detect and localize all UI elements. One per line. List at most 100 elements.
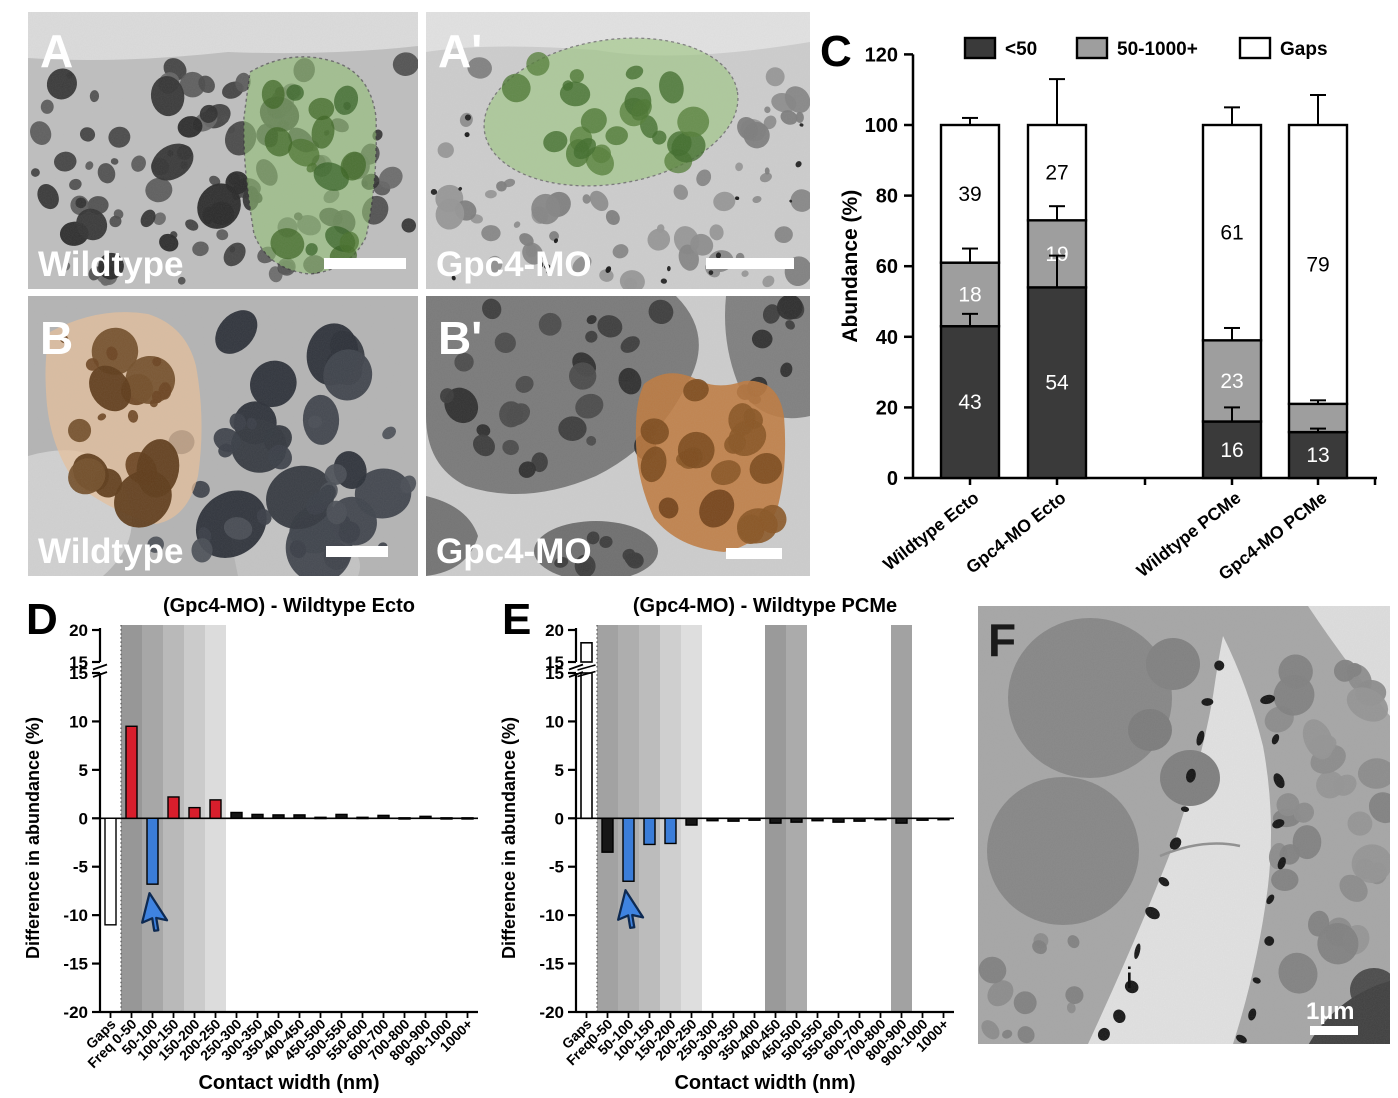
genotype-label: Gpc4-MO xyxy=(436,532,592,571)
difference-bar xyxy=(727,817,740,822)
legend-swatch xyxy=(963,36,997,60)
genotype-label: Gpc4-MO xyxy=(436,245,592,284)
difference-bar xyxy=(643,817,656,846)
stacked-bar-segment xyxy=(1287,430,1349,480)
y-tick-label: 5 xyxy=(79,761,88,780)
scale-bar xyxy=(324,258,406,269)
em-grain xyxy=(978,606,1390,1044)
blue-arrowhead-annotation xyxy=(141,892,169,932)
y-tick-label: 0 xyxy=(887,468,898,490)
y-tick-label: -5 xyxy=(73,858,88,877)
bar-value-label: 79 xyxy=(1306,253,1329,276)
bar-value-label: 27 xyxy=(1045,162,1068,185)
difference-bar xyxy=(272,814,285,819)
panel-letter: E xyxy=(502,595,531,644)
x-axis-label: Contact width (nm) xyxy=(198,1072,379,1094)
y-tick-label: 15 xyxy=(545,664,564,683)
bar-value-label: 13 xyxy=(1306,444,1329,467)
y-tick-label: 5 xyxy=(555,761,564,780)
panel-letter: A xyxy=(40,25,73,77)
stacked-bar-segment xyxy=(939,325,1001,480)
y-tick-label: -5 xyxy=(549,858,564,877)
difference-bar xyxy=(419,815,432,819)
difference-bar xyxy=(167,796,180,819)
panel-letter: F xyxy=(988,614,1016,666)
difference-bar xyxy=(377,814,390,819)
panel-a-em-image: A Wildtype xyxy=(28,12,418,289)
y-tick-label: 120 xyxy=(865,44,898,66)
difference-bar xyxy=(664,817,677,845)
y-tick-label: 80 xyxy=(876,186,898,208)
panel-b-em-image: B Wildtype xyxy=(28,296,418,576)
difference-bar xyxy=(937,817,950,821)
scale-bar-label: 1µm xyxy=(1306,998,1355,1025)
y-tick-label: 100 xyxy=(865,115,898,137)
legend-label: <50 xyxy=(1005,39,1037,60)
difference-bar xyxy=(230,811,243,819)
bar-value-label: 16 xyxy=(1220,439,1243,462)
genotype-label: Wildtype xyxy=(38,532,184,571)
chart-plot-area: <50 50-1000+ Gaps 0 20 40 60 80 100 120 Abundance … xyxy=(839,36,1377,584)
scale-bar xyxy=(326,546,388,557)
em-grain xyxy=(426,296,810,576)
difference-bar xyxy=(398,817,411,820)
y-tick-label: 15 xyxy=(69,664,88,683)
bar-value-label: 19 xyxy=(1045,243,1068,266)
chart-plot-area: 2015151050-5-10-15-20GapsFreq0-5050-1001… xyxy=(499,595,954,1094)
bar-value-label: 61 xyxy=(1220,222,1243,245)
y-tick-label: 10 xyxy=(545,712,564,731)
difference-bar xyxy=(748,817,761,821)
y-tick-label: 40 xyxy=(876,327,898,349)
genotype-label: Wildtype xyxy=(38,245,184,284)
difference-bar xyxy=(685,817,698,826)
y-axis-label: Difference in abundance (%) xyxy=(23,717,43,959)
bar-break-mark xyxy=(577,664,596,671)
y-tick-label: -10 xyxy=(539,906,564,925)
scale-bar xyxy=(706,258,794,269)
y-tick-label: 20 xyxy=(876,397,898,419)
difference-bar xyxy=(146,817,159,885)
y-tick-label: 0 xyxy=(79,809,88,828)
panel-c-stacked-bar-chart: C <50 50-1000+ Gaps 0 20 40 60 80 100 120 Abundanc… xyxy=(820,27,1377,584)
panel-e-difference-bar-chart: E 2015151050-5-10-15-20GapsFreq0-5050-10… xyxy=(499,595,954,1094)
panel-a-prime-em-image: A' Gpc4-MO xyxy=(426,12,810,289)
legend-label: 50-1000+ xyxy=(1117,39,1198,60)
bar-value-label: 39 xyxy=(958,183,981,206)
difference-bar xyxy=(251,813,264,819)
difference-bar xyxy=(461,817,474,820)
difference-bar xyxy=(769,817,782,824)
difference-bar xyxy=(706,817,719,822)
y-tick-label: 0 xyxy=(555,809,564,828)
blue-arrowhead-annotation xyxy=(617,889,645,929)
em-grain xyxy=(28,12,418,289)
y-tick-label: -15 xyxy=(63,955,88,974)
stacked-bar-segment xyxy=(1026,286,1088,480)
difference-bar xyxy=(188,806,201,819)
difference-bar xyxy=(314,816,327,820)
x-axis-label: Contact width (nm) xyxy=(674,1072,855,1094)
interstitial-space-label: i xyxy=(1126,962,1133,995)
stacked-bar-segment xyxy=(1287,123,1349,406)
difference-bar xyxy=(622,817,635,882)
bar-value-label: 23 xyxy=(1220,370,1243,393)
difference-bar xyxy=(811,817,824,822)
legend-swatch xyxy=(1238,36,1272,60)
gaps-bar xyxy=(580,672,593,820)
stacked-bar-segment xyxy=(1201,123,1263,342)
difference-bar xyxy=(293,814,306,819)
panel-letter: B xyxy=(40,312,73,364)
panel-letter: B' xyxy=(438,312,482,364)
gaps-bar-upper-segment xyxy=(580,641,593,663)
legend-swatch xyxy=(1075,36,1109,60)
panel-letter: A' xyxy=(438,25,482,77)
axis-break-mark xyxy=(92,671,108,678)
difference-bar xyxy=(895,817,908,824)
chart-title: (Gpc4-MO) - Wildtype PCMe xyxy=(633,595,897,617)
panel-letter: C xyxy=(820,27,852,76)
bar-value-label: 54 xyxy=(1045,372,1069,395)
em-grain xyxy=(28,296,418,576)
difference-bar xyxy=(916,817,929,821)
difference-bar xyxy=(440,817,453,820)
